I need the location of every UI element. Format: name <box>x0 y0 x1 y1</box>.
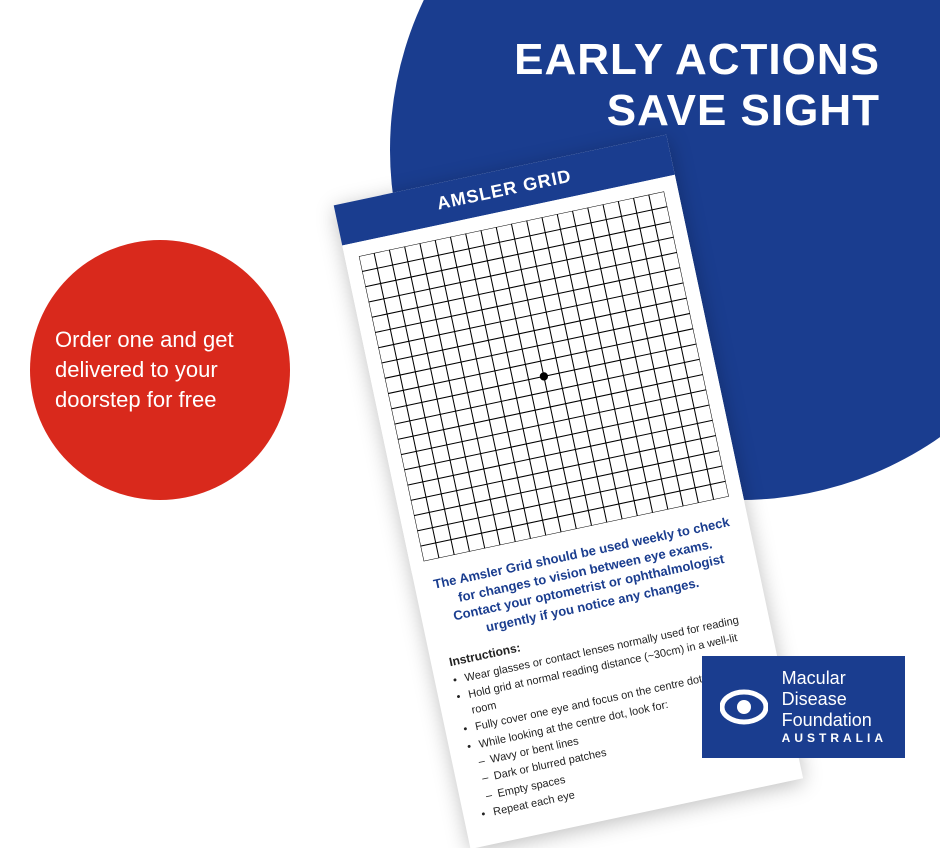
cta-text: Order one and get delivered to your door… <box>55 325 265 414</box>
headline-line1: EARLY ACTIONS <box>514 35 880 86</box>
logo-line3: Foundation <box>782 710 887 731</box>
amsler-grid <box>342 175 744 574</box>
eye-icon <box>720 683 768 731</box>
logo-line1: Macular <box>782 668 887 689</box>
logo-text: Macular Disease Foundation AUSTRALIA <box>782 668 887 746</box>
logo-line2: Disease <box>782 689 887 710</box>
logo-country: AUSTRALIA <box>782 732 887 746</box>
org-logo: Macular Disease Foundation AUSTRALIA <box>702 656 905 758</box>
headline: EARLY ACTIONS SAVE SIGHT <box>514 35 880 136</box>
cta-circle: Order one and get delivered to your door… <box>30 240 290 500</box>
headline-line2: SAVE SIGHT <box>514 86 880 137</box>
grid-icon <box>359 191 729 561</box>
